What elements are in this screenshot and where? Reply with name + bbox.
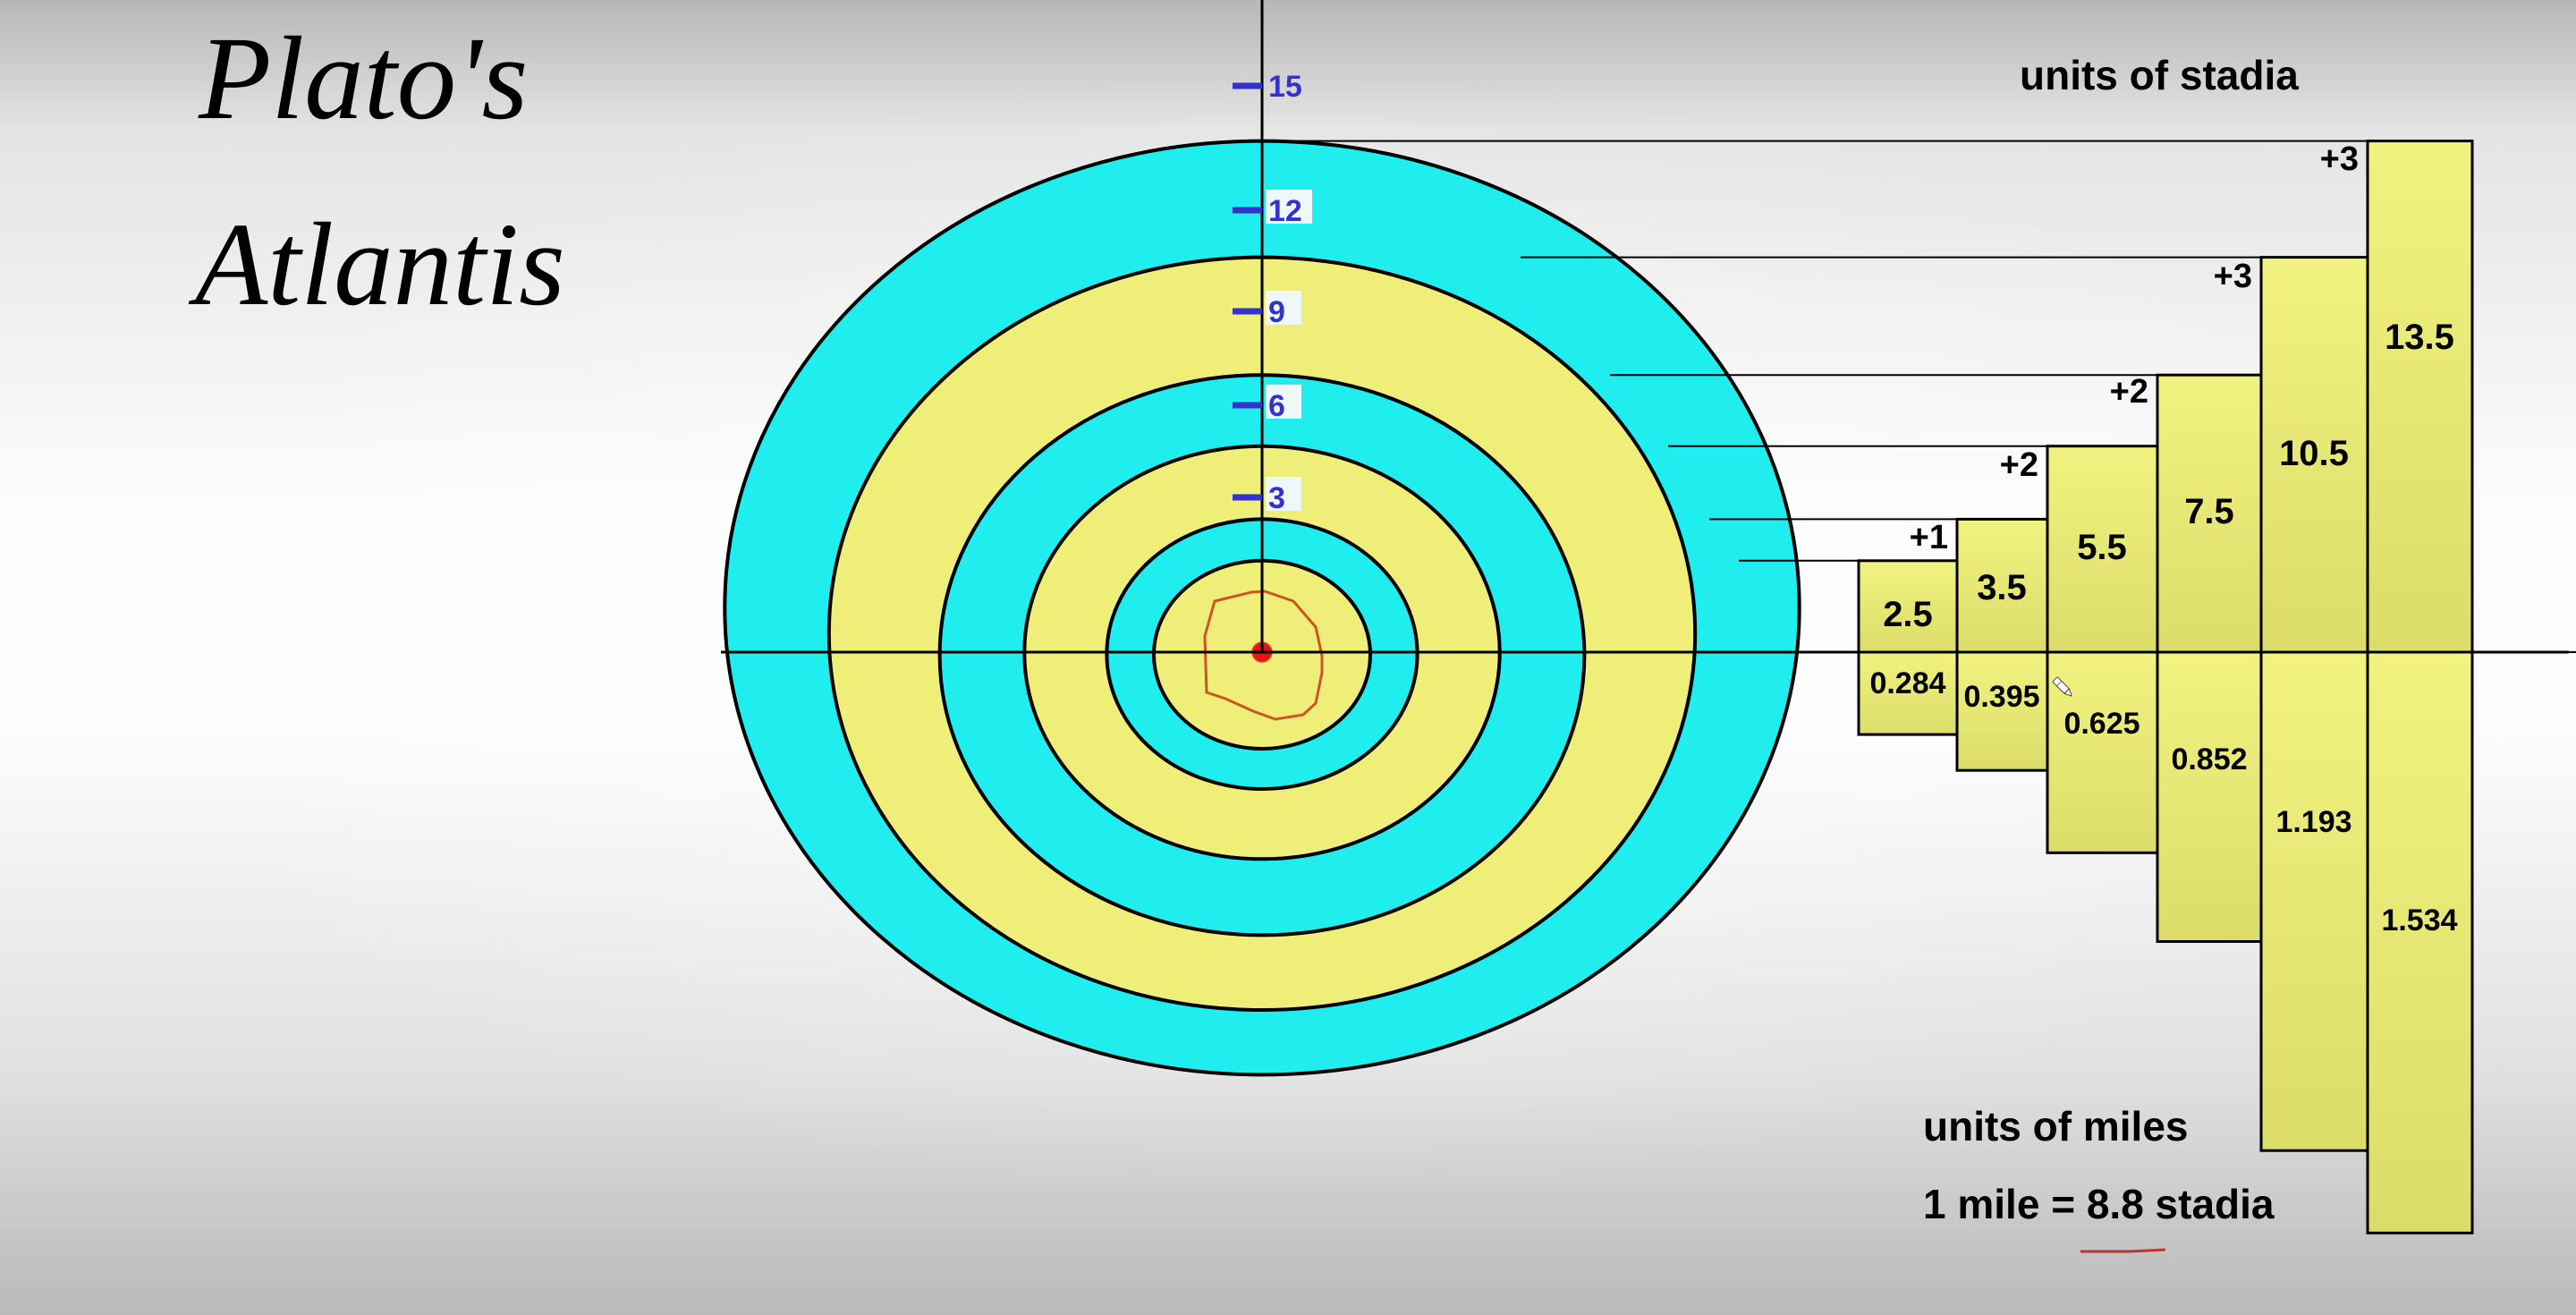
svg-text:0.852: 0.852 <box>2171 742 2247 776</box>
svg-text:5.5: 5.5 <box>2077 528 2127 567</box>
svg-text:units of stadia: units of stadia <box>2020 52 2299 98</box>
svg-text:1 mile = 8.8 stadia: 1 mile = 8.8 stadia <box>1923 1181 2275 1227</box>
svg-text:units of miles: units of miles <box>1923 1103 2188 1150</box>
svg-text:0.625: 0.625 <box>2063 707 2140 741</box>
svg-text:0.284: 0.284 <box>1869 666 1945 700</box>
svg-text:6: 6 <box>1268 389 1285 423</box>
svg-text:+3: +3 <box>2214 258 2252 295</box>
svg-text:3: 3 <box>1268 481 1285 515</box>
svg-text:12: 12 <box>1268 194 1302 228</box>
svg-text:Plato's: Plato's <box>198 12 528 144</box>
svg-text:10.5: 10.5 <box>2279 434 2349 473</box>
svg-text:+2: +2 <box>2000 446 2038 484</box>
svg-text:1.193: 1.193 <box>2275 805 2351 839</box>
svg-text:2.5: 2.5 <box>1883 595 1933 634</box>
svg-text:3.5: 3.5 <box>1977 568 2027 607</box>
svg-text:7.5: 7.5 <box>2184 492 2234 531</box>
svg-text:15: 15 <box>1268 70 1302 104</box>
svg-text:+1: +1 <box>1910 519 1948 556</box>
svg-text:+2: +2 <box>2110 373 2148 411</box>
svg-text:13.5: 13.5 <box>2385 318 2454 357</box>
svg-text:Atlantis: Atlantis <box>188 198 565 330</box>
svg-text:+3: +3 <box>2320 140 2359 178</box>
svg-text:0.395: 0.395 <box>1963 680 2039 714</box>
svg-text:9: 9 <box>1268 295 1285 329</box>
svg-text:1.534: 1.534 <box>2381 904 2457 937</box>
